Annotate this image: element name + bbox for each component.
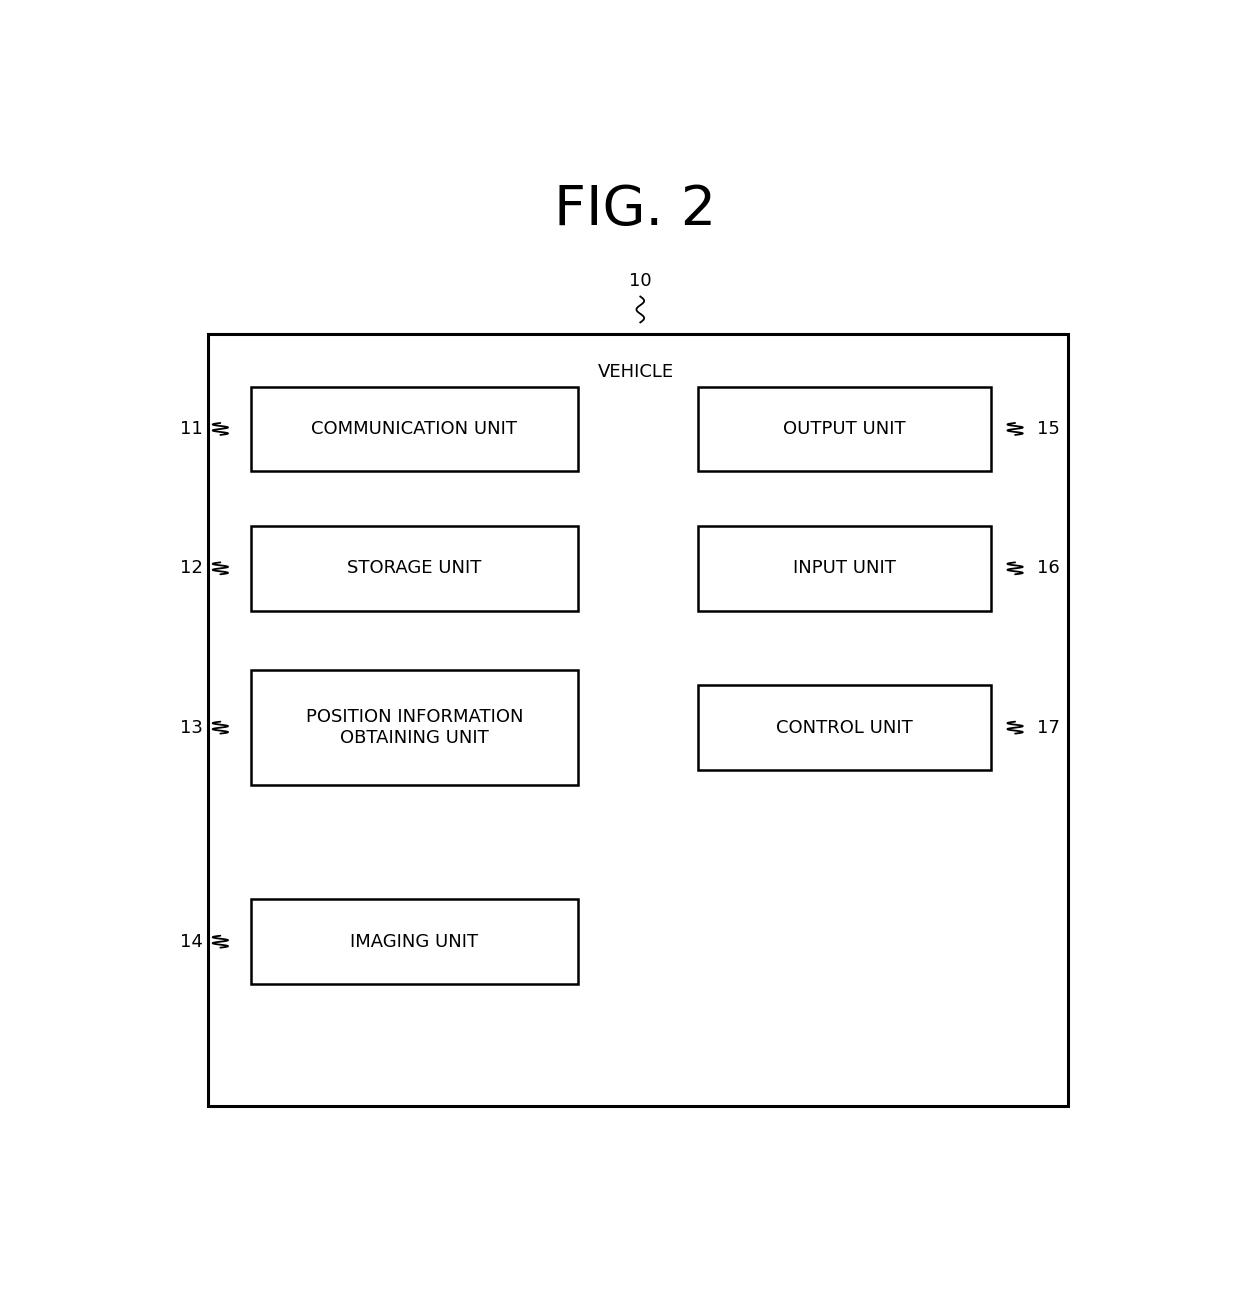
Text: 15: 15	[1037, 420, 1060, 438]
Text: 13: 13	[180, 719, 203, 737]
Text: 16: 16	[1037, 560, 1060, 578]
Bar	[698, 685, 991, 769]
Text: COMMUNICATION UNIT: COMMUNICATION UNIT	[311, 420, 517, 438]
Text: 12: 12	[180, 560, 203, 578]
Text: STORAGE UNIT: STORAGE UNIT	[347, 560, 481, 578]
Text: CONTROL UNIT: CONTROL UNIT	[776, 719, 913, 737]
Text: OUTPUT UNIT: OUTPUT UNIT	[784, 420, 906, 438]
Text: INPUT UNIT: INPUT UNIT	[794, 560, 897, 578]
Bar	[208, 335, 1068, 1106]
Bar	[250, 900, 578, 984]
Bar	[698, 387, 991, 471]
Text: 10: 10	[629, 272, 651, 290]
Bar	[698, 526, 991, 610]
Bar	[250, 670, 578, 785]
Text: IMAGING UNIT: IMAGING UNIT	[351, 932, 479, 950]
Text: 11: 11	[180, 420, 203, 438]
Text: 14: 14	[180, 932, 203, 950]
Text: 17: 17	[1037, 719, 1060, 737]
Text: VEHICLE: VEHICLE	[598, 363, 673, 381]
Text: POSITION INFORMATION
OBTAINING UNIT: POSITION INFORMATION OBTAINING UNIT	[306, 709, 523, 747]
Bar	[250, 526, 578, 610]
Bar	[250, 387, 578, 471]
Text: FIG. 2: FIG. 2	[554, 182, 717, 237]
